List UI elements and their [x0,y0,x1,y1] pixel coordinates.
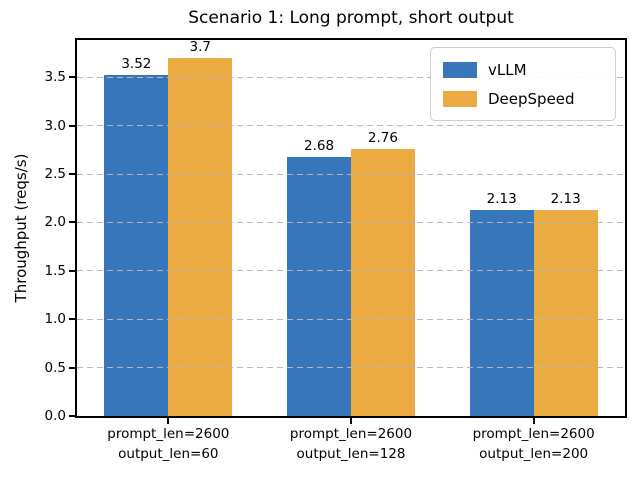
gridline [77,367,625,369]
y-tick-label: 0.0 [44,408,66,424]
y-tick-label: 2.5 [44,166,66,183]
y-tick-label: 2.0 [44,214,66,231]
bar-vllm [104,75,169,416]
y-tick-mark [69,366,75,369]
bar-deepspeed [533,209,598,416]
gridline [77,173,625,175]
y-tick-mark [69,173,75,176]
chart-title: Scenario 1: Long prompt, short output [188,8,514,28]
legend: vLLM DeepSpeed [430,47,616,121]
legend-swatch-deepspeed [443,90,477,107]
bar-value-label: 3.7 [189,38,212,55]
gridline [77,76,625,78]
y-tick-label: 0.5 [44,359,66,376]
gridline [77,125,625,127]
legend-item-vllm: vLLM [443,61,603,79]
bar-value-label: 3.52 [121,56,152,73]
x-tick-label-line: prompt_len=2600 [107,426,230,442]
y-tick-label: 3.0 [44,117,66,134]
x-tick-label-line: output_len=200 [479,445,589,462]
x-tick-label-line: output_len=128 [296,445,406,462]
y-tick-mark [69,76,75,79]
gridline [77,270,625,272]
x-tick-label: prompt_len=2600 output_len=60 [58,425,278,464]
bar-deepspeed [351,148,415,416]
x-tick-label-line: prompt_len=2600 [289,426,413,442]
y-tick-mark [69,269,75,272]
y-tick-mark [69,124,75,127]
y-tick-mark [69,221,75,224]
bar-deepspeed [168,57,233,416]
x-tick-label: prompt_len=2600 output_len=200 [424,425,640,464]
y-tick-mark [69,318,75,321]
gridline [77,221,625,223]
y-tick-mark [69,415,75,417]
bar-vllm [287,156,351,416]
bar-value-label: 2.68 [304,137,335,154]
y-tick-label: 3.5 [44,69,66,86]
x-tick-mark [532,418,535,424]
bar-value-label: 2.13 [550,190,581,207]
y-tick-label: 1.0 [44,311,66,328]
y-tick-label: 1.5 [44,262,66,279]
bar-value-label: 2.76 [367,129,398,146]
gridline [77,318,625,320]
x-tick-label: prompt_len=2600 output_len=128 [241,425,461,464]
x-tick-mark [350,418,352,424]
x-tick-mark [167,418,170,424]
legend-label: vLLM [488,60,527,79]
x-tick-label-line: output_len=60 [118,445,219,462]
legend-label: DeepSpeed [488,89,575,108]
legend-item-deepspeed: DeepSpeed [443,90,603,108]
bar-vllm [469,209,534,416]
x-tick-label-line: prompt_len=2600 [472,426,595,442]
legend-swatch-vllm [443,61,477,78]
bar-value-label: 2.13 [486,190,517,207]
